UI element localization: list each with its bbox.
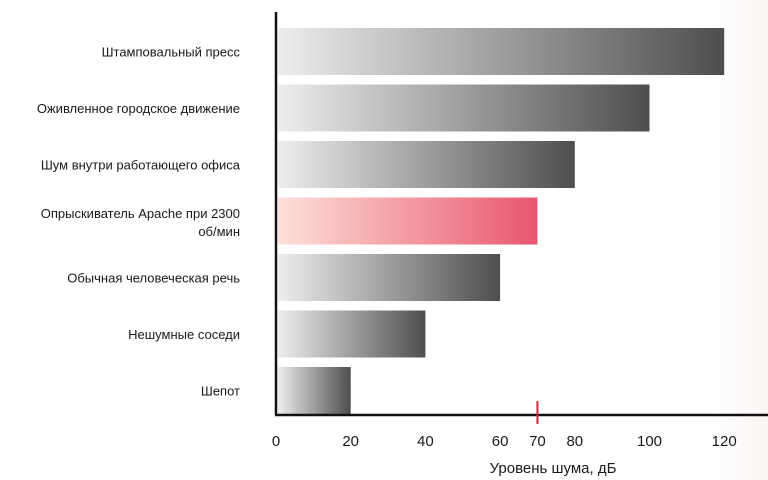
bar — [278, 84, 650, 132]
x-tick-label: 100 — [637, 433, 662, 450]
x-tick-label: 80 — [566, 433, 583, 450]
background-fade — [708, 0, 768, 480]
x-tick-label: 60 — [492, 433, 509, 450]
category-label: Оживленное городское движение — [37, 101, 240, 116]
x-tick-label: 120 — [712, 433, 737, 450]
x-axis-title: Уровень шума, дБ — [490, 460, 617, 477]
axes: 0 20 40 60 70 80 100 120 — [272, 12, 768, 450]
bar — [278, 367, 351, 414]
category-label: Шепот — [201, 384, 240, 399]
x-tick-label: 20 — [342, 433, 359, 450]
category-label: Опрыскиватель Apache при 2300 об/мин — [41, 206, 240, 239]
x-tick-label-highlight: 70 — [529, 433, 546, 450]
bar — [278, 28, 725, 75]
bar — [278, 141, 575, 188]
bar — [278, 254, 501, 301]
category-label: Штамповальный пресс — [102, 45, 241, 60]
category-label: Обычная человеческая речь — [67, 271, 240, 286]
bar-highlighted — [278, 197, 538, 245]
x-tick-label: 40 — [417, 433, 434, 450]
x-tick-label: 0 — [272, 433, 280, 450]
category-label: Шум внутри работающего офиса — [41, 158, 241, 173]
bar — [278, 310, 426, 358]
bars-layer — [278, 28, 725, 414]
category-label: Нешумные соседи — [128, 327, 240, 342]
category-labels: Штамповальный пресс Оживленное городское … — [37, 45, 241, 399]
